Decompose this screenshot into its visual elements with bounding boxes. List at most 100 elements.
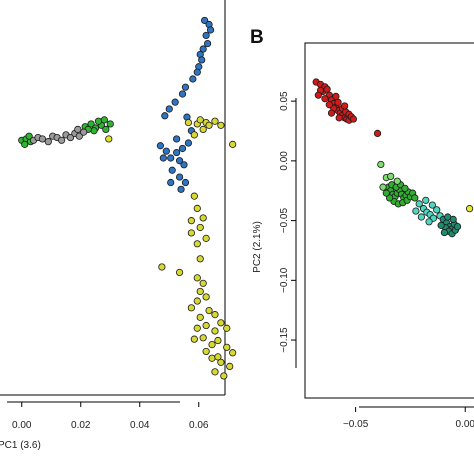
data-point <box>171 98 179 106</box>
data-point <box>444 213 452 221</box>
data-point <box>327 109 336 117</box>
data-point <box>205 121 213 129</box>
data-point <box>211 311 219 319</box>
x-tick-label: 0.06 <box>189 420 209 431</box>
data-point <box>217 358 225 366</box>
data-point <box>25 132 33 140</box>
data-point <box>208 341 216 349</box>
data-point <box>401 184 409 192</box>
data-point <box>38 135 47 143</box>
data-point <box>323 85 331 93</box>
data-point <box>217 319 225 327</box>
panel-b-plot-frame <box>304 42 474 399</box>
data-point <box>229 140 237 148</box>
data-point <box>66 133 75 142</box>
data-point <box>196 116 204 124</box>
data-point <box>193 68 201 76</box>
x-tick-label: 0.04 <box>130 420 150 431</box>
panel-a-x-ticks: 0.00 0.02 0.04 0.06 <box>12 402 209 431</box>
data-point <box>211 368 219 376</box>
data-point <box>321 95 329 103</box>
y-tick-label: 0.00 <box>279 151 290 171</box>
data-point <box>75 132 83 140</box>
data-point <box>193 324 201 332</box>
data-point <box>211 327 219 335</box>
data-point <box>193 204 201 212</box>
data-point <box>199 334 207 342</box>
data-point <box>190 192 198 200</box>
data-point <box>417 213 425 221</box>
panel-a-points <box>18 16 237 380</box>
data-point <box>205 306 213 315</box>
data-point <box>106 120 114 128</box>
data-point <box>187 229 195 237</box>
data-point <box>223 343 231 351</box>
data-point <box>214 336 222 345</box>
data-point <box>190 131 198 139</box>
data-point <box>180 161 188 169</box>
data-point <box>189 75 197 83</box>
data-point <box>190 335 198 343</box>
data-point <box>202 321 210 330</box>
data-point <box>422 196 430 204</box>
data-point <box>175 157 184 165</box>
data-point <box>161 112 169 120</box>
data-point <box>393 177 401 185</box>
data-point <box>94 117 103 125</box>
data-point <box>226 362 234 370</box>
data-point <box>167 178 175 187</box>
data-point <box>193 274 201 282</box>
y-tick-label: −0.15 <box>279 327 290 353</box>
data-point <box>334 98 342 106</box>
data-point <box>217 121 225 129</box>
data-point <box>412 207 420 215</box>
data-point <box>325 101 333 109</box>
x-tick-label: 0.00 <box>12 420 32 431</box>
data-point <box>193 240 201 248</box>
data-point <box>335 114 343 122</box>
data-point <box>175 173 184 181</box>
data-point <box>201 16 209 25</box>
x-tick-label: 0.00 <box>455 419 474 430</box>
data-point <box>415 200 423 208</box>
data-point <box>102 125 110 133</box>
data-point <box>428 201 436 209</box>
data-point <box>202 31 210 40</box>
data-point <box>214 353 222 361</box>
data-point <box>341 102 349 110</box>
data-point <box>105 135 113 143</box>
panel-b-label: B <box>250 27 264 48</box>
y-tick-label: −0.10 <box>279 267 290 293</box>
data-point <box>181 83 190 91</box>
x-tick-label: 0.02 <box>71 420 91 431</box>
panel-b: B −0.05 0.00 0.05 0.00 −0.05 −0.10 −0.15 PC2 (… <box>250 27 474 430</box>
data-point <box>373 129 382 137</box>
data-point <box>349 115 358 123</box>
data-point <box>440 228 449 237</box>
data-point <box>173 148 181 157</box>
data-point <box>199 214 207 222</box>
data-point <box>208 354 216 362</box>
data-point <box>156 142 164 150</box>
data-point <box>57 136 66 144</box>
data-point <box>198 56 206 64</box>
data-point <box>173 135 181 143</box>
data-point <box>162 147 170 155</box>
data-point <box>196 223 204 232</box>
data-point <box>187 304 195 312</box>
data-point <box>206 26 215 34</box>
data-point <box>44 138 52 146</box>
data-point <box>229 349 237 357</box>
data-point <box>332 92 340 100</box>
data-point <box>314 91 322 99</box>
data-point <box>377 160 385 169</box>
panel-b-points <box>312 78 474 238</box>
data-point <box>433 206 441 214</box>
data-point <box>437 221 445 229</box>
data-point <box>466 205 474 213</box>
data-point <box>204 39 212 48</box>
data-point <box>387 172 395 180</box>
data-point <box>184 139 193 147</box>
data-point <box>199 45 207 53</box>
